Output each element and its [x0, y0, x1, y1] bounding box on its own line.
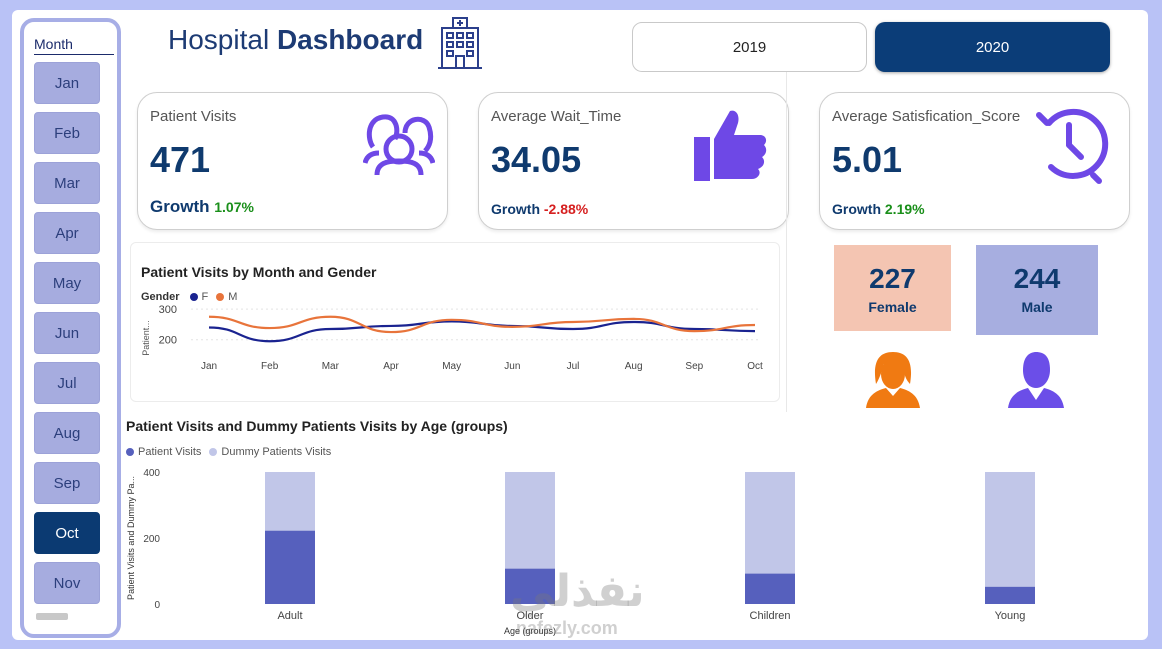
month-button-jul[interactable]: Jul	[34, 362, 100, 404]
bar-category-label: Older	[517, 610, 544, 622]
month-button-may[interactable]: May	[34, 262, 100, 304]
kpi-card-satisfaction: Average Satisfication_Score 5.01 Growth …	[819, 92, 1130, 230]
bar-chart-legend: Patient Visits Dummy Patients Visits	[126, 446, 331, 458]
month-button-jun[interactable]: Jun	[34, 312, 100, 354]
watermark-arabic: نفذلي	[510, 566, 645, 617]
legend-label-patient-visits: Patient Visits	[138, 446, 202, 458]
line-chart-legend: Gender F M	[141, 291, 237, 303]
slicer-title: Month	[34, 36, 114, 55]
line-y-axis-label: Patient...	[141, 320, 151, 356]
line-x-tick-label: Sep	[685, 361, 703, 372]
patients-icon	[362, 109, 436, 182]
kpi-card-patient-visits: Patient Visits 471 Growth 1.07%	[137, 92, 448, 230]
legend-label-m: M	[228, 291, 238, 303]
line-x-tick-label: Aug	[625, 361, 643, 372]
bar-dummy-visits-young[interactable]	[985, 472, 1035, 604]
bar-chart-title: Patient Visits and Dummy Patients Visits…	[126, 418, 508, 434]
line-chart-panel: Patient Visits by Month and Gender Gende…	[130, 242, 780, 402]
kpi-value: 34.05	[491, 139, 582, 180]
divider	[786, 72, 787, 412]
slicer-scrollbar[interactable]	[36, 613, 68, 620]
growth-value: -2.88%	[543, 201, 589, 217]
title-bold: Dashboard	[276, 24, 424, 55]
growth-label: Growth	[150, 197, 210, 216]
bar-patient-visits-older[interactable]	[505, 568, 555, 604]
line-x-tick-label: Mar	[322, 361, 340, 372]
bar-category-label: Children	[750, 610, 791, 622]
kpi-growth: Growth 2.19%	[832, 201, 925, 217]
line-x-tick-label: Apr	[383, 361, 399, 372]
month-slicer: Month Jan Feb Mar Apr May Jun Jul Aug Sep Oct Nov	[20, 18, 121, 638]
growth-label: Growth	[491, 201, 540, 217]
month-button-jan[interactable]: Jan	[34, 62, 100, 104]
line-x-tick-label: Oct	[747, 361, 763, 372]
legend-label-f: F	[201, 291, 209, 303]
legend-swatch-patient-visits	[126, 448, 134, 456]
line-x-tick-label: Feb	[261, 361, 279, 372]
page-title: Hospital Dashboard	[168, 24, 423, 56]
line-series-m[interactable]	[208, 315, 756, 334]
growth-value: 2.19%	[884, 201, 925, 217]
legend-swatch-m	[216, 293, 225, 301]
month-button-apr[interactable]: Apr	[34, 212, 100, 254]
bar-y-tick-label: 0	[154, 600, 160, 611]
kpi-value: 5.01	[832, 139, 903, 180]
kpi-label: Average Wait_Time	[491, 108, 622, 125]
bar-y-tick-label: 200	[143, 534, 160, 545]
month-button-aug[interactable]: Aug	[34, 412, 100, 454]
month-button-nov[interactable]: Nov	[34, 562, 100, 604]
watermark-latin: nafezly.com	[516, 618, 618, 638]
kpi-label: Average Satisfication_Score	[832, 108, 1021, 125]
female-tile: 227 Female	[834, 245, 951, 331]
growth-label: Growth	[832, 201, 881, 217]
bar-category-label: Young	[995, 610, 1026, 622]
line-y-tick-label: 300	[159, 304, 177, 316]
clock-icon	[1031, 105, 1111, 190]
legend-swatch-dummy-visits	[209, 448, 218, 456]
year-2019-button[interactable]: 2019	[632, 22, 867, 72]
line-x-tick-label: May	[442, 361, 461, 372]
bar-y-axis-label: Patient Visits and Dummy Pa...	[126, 476, 136, 600]
male-count: 244	[1013, 263, 1061, 294]
female-count: 227	[869, 263, 916, 294]
legend-swatch-f	[189, 293, 198, 301]
month-button-mar[interactable]: Mar	[34, 162, 100, 204]
bar-x-axis-label: Age (groups)	[504, 626, 556, 636]
bar-patient-visits-adult[interactable]	[265, 530, 315, 604]
line-x-tick-label: Jan	[201, 361, 217, 372]
kpi-growth: Growth 1.07%	[150, 197, 254, 217]
bar-patient-visits-young[interactable]	[985, 586, 1035, 604]
line-chart-title: Patient Visits by Month and Gender	[141, 264, 377, 280]
line-x-tick-label: Jul	[567, 361, 580, 372]
female-label: Female	[868, 299, 917, 315]
month-button-oct[interactable]: Oct	[34, 512, 100, 554]
female-avatar-icon	[866, 350, 920, 413]
title-light: Hospital	[168, 24, 270, 55]
line-y-tick-label: 200	[159, 335, 177, 347]
legend-label-dummy-visits: Dummy Patients Visits	[221, 446, 332, 458]
bar-chart-svg: Patient Visits and Dummy Pa... 400 200 0 Adu…	[126, 468, 1035, 636]
kpi-label: Patient Visits	[150, 108, 237, 125]
year-2020-button[interactable]: 2020	[875, 22, 1110, 72]
growth-value: 1.07%	[214, 199, 254, 215]
bar-chart-panel: Patient Visits and Dummy Patients Visits…	[122, 412, 1142, 640]
bar-category-label: Adult	[277, 610, 302, 622]
kpi-card-wait-time: Average Wait_Time 34.05 Growth -2.88%	[478, 92, 789, 230]
line-x-tick-label: Jun	[504, 361, 520, 372]
male-avatar-icon	[1008, 350, 1064, 413]
male-tile: 244 Male	[976, 245, 1098, 335]
month-button-sep[interactable]: Sep	[34, 462, 100, 504]
thumbs-up-icon	[692, 107, 768, 188]
bar-y-tick-label: 400	[143, 468, 160, 479]
kpi-value: 471	[150, 139, 211, 180]
hospital-icon	[438, 16, 482, 75]
legend-title: Gender	[141, 291, 180, 303]
month-button-feb[interactable]: Feb	[34, 112, 100, 154]
line-chart-svg: Patient... 300 200 Jan Feb Mar Apr May Jun Jul Aug…	[141, 304, 763, 372]
male-label: Male	[1021, 299, 1053, 315]
kpi-growth: Growth -2.88%	[491, 201, 588, 217]
bar-patient-visits-children[interactable]	[745, 573, 795, 604]
